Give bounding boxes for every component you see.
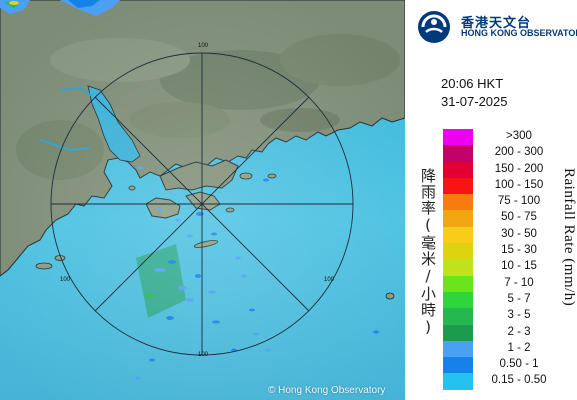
legend-row: 75 - 100 (443, 194, 563, 211)
legend-range-label: 50 - 75 (501, 211, 537, 224)
legend-range-label: 0.50 - 1 (499, 358, 539, 371)
ring-label-west: 100 (60, 277, 71, 283)
legend-range-label: 75 - 100 (497, 195, 541, 208)
legend-swatch (443, 357, 473, 374)
legend-panel: 香港天文台 HONG KONG OBSERVATORY 20:06 HKT 31… (405, 0, 577, 400)
legend-range-label: 3 - 5 (507, 309, 531, 322)
ring-label-east: 100 (324, 277, 335, 283)
legend-row: 100 - 150 (443, 177, 563, 195)
legend-row: 0.15 - 0.50 (443, 373, 563, 390)
legend-label-cn: 降雨率(毫米/小時) (419, 168, 437, 337)
legend-row: 5 - 7 (443, 291, 563, 309)
legend-range-label: 100 - 150 (494, 178, 544, 191)
logo-title-cn: 香港天文台 (461, 16, 532, 31)
copyright-credit: © Hong Kong Observatory (268, 385, 386, 396)
range-rings (50, 52, 354, 356)
legend-swatch (443, 243, 473, 260)
legend-swatch (443, 308, 473, 325)
legend-range-label: 2 - 3 (507, 325, 531, 338)
legend-range-label: 10 - 15 (501, 260, 537, 273)
legend-row: 30 - 50 (443, 226, 563, 244)
hko-logo-icon (418, 11, 450, 43)
legend-row: 1 - 2 (443, 340, 563, 358)
legend-swatch (443, 259, 473, 276)
legend-row: 0.50 - 1 (443, 357, 563, 374)
legend-row: 2 - 3 (443, 324, 563, 341)
legend-swatch (443, 161, 473, 178)
date-label: 31-07-2025 (441, 94, 508, 109)
legend-swatch (443, 324, 473, 341)
legend-swatch (443, 145, 473, 162)
legend-row: 3 - 5 (443, 308, 563, 325)
legend-row: 7 - 10 (443, 275, 563, 292)
legend-row: 15 - 30 (443, 243, 563, 260)
legend-row: 150 - 200 (443, 161, 563, 178)
legend-range-label: 5 - 7 (507, 292, 531, 305)
rainfall-legend: >300 200 - 300 150 - 200 100 - 150 75 - 100 5… (443, 129, 563, 390)
legend-swatch (443, 275, 473, 292)
radar-map: 100 100 100 100 © Hong Kong Observatory (0, 0, 405, 400)
legend-range-label: 30 - 50 (501, 227, 537, 240)
logo-title-en: HONG KONG OBSERVATORY (461, 28, 577, 38)
legend-range-label: 200 - 300 (494, 146, 544, 159)
legend-swatch (443, 129, 473, 146)
legend-row: 200 - 300 (443, 145, 563, 162)
legend-range-label: 1 - 2 (507, 341, 531, 354)
legend-swatch (443, 177, 473, 195)
glow (0, 0, 405, 400)
legend-swatch (443, 226, 473, 244)
hko-logo: 香港天文台 HONG KONG OBSERVATORY (413, 6, 577, 46)
legend-swatch (443, 373, 473, 390)
radar-map-canvas: 100 100 100 100 (0, 0, 405, 400)
legend-row: 50 - 75 (443, 210, 563, 227)
time-label: 20:06 HKT (441, 76, 504, 91)
legend-range-label: 0.15 - 0.50 (491, 374, 547, 387)
legend-range-label: 150 - 200 (494, 162, 544, 175)
legend-swatch (443, 340, 473, 358)
ring-label-north: 100 (198, 43, 209, 49)
legend-label-en: Rainfall Rate (mm/h) (561, 168, 577, 307)
legend-row: >300 (443, 129, 563, 146)
legend-swatch (443, 194, 473, 211)
legend-swatch (443, 291, 473, 309)
ring-label-south: 100 (198, 352, 209, 358)
legend-range-label: 15 - 30 (501, 244, 537, 257)
legend-range-label: 7 - 10 (504, 276, 534, 289)
legend-swatch (443, 210, 473, 227)
legend-row: 10 - 15 (443, 259, 563, 276)
legend-range-label: >300 (506, 130, 532, 142)
